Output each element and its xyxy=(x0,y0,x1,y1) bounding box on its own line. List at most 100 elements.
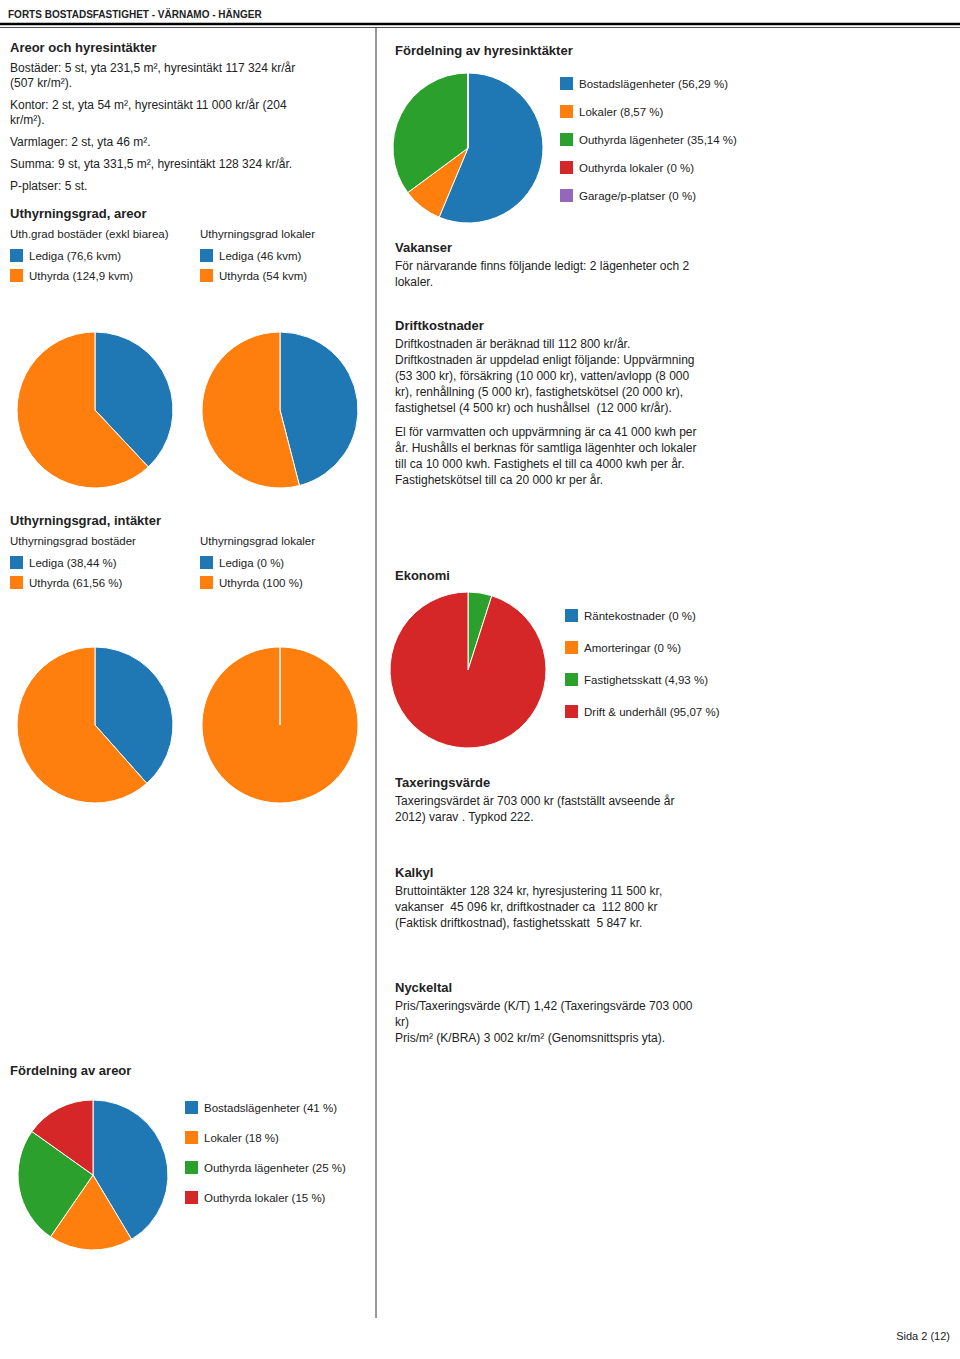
slices xyxy=(17,647,173,803)
section-title: Fördelning av hyresinktäkter xyxy=(395,43,573,58)
legend-label: Uthyrda (54 kvm) xyxy=(219,270,307,282)
pie-slice xyxy=(17,647,147,803)
legend-swatch xyxy=(560,133,573,146)
legend-swatch xyxy=(185,1161,198,1174)
legend-swatch xyxy=(565,673,578,686)
text-line: vakanser 45 096 kr, driftkostnader ca 11… xyxy=(395,900,658,914)
text-line: Summa: 9 st, yta 331,5 m², hyresintäkt 1… xyxy=(10,157,292,171)
legend-swatch xyxy=(10,249,23,262)
section-title: Areor och hyresintäkter xyxy=(10,40,157,55)
page: FORTS BOSTADSFASTIGHET - VÄRNAMO - HÄNGE… xyxy=(0,0,960,1359)
legend-label: Bostadslägenheter (56,29 %) xyxy=(579,78,728,90)
pie-subtitle: Uthyrningsgrad lokaler xyxy=(200,535,315,547)
text-line: För närvarande finns följande ledigt: 2 … xyxy=(395,259,690,273)
pie-slice xyxy=(467,73,468,148)
legend: Lediga (0 %) Uthyrda (100 %) xyxy=(200,556,303,589)
paragraph: För närvarande finns följande ledigt: 2 … xyxy=(395,259,690,289)
legend-label: Lediga (46 kvm) xyxy=(219,250,302,262)
text-section: Taxeringsvärde Taxeringsvärdet är 703 000… xyxy=(395,775,674,824)
text-line: El för varmvatten och uppvärmning är ca … xyxy=(395,425,697,439)
text-section: Nyckeltal Pris/Taxeringsvärde (K/T) 1,42 … xyxy=(395,980,693,1045)
legend: Räntekostnader (0 %) Amorteringar (0 %) Fa… xyxy=(565,609,720,718)
paragraph: Bruttointäkter 128 324 kr, hyresjusterin… xyxy=(395,884,662,930)
text-line: fastighetsel (4 500 kr) och hushållsel (… xyxy=(395,401,672,415)
legend: Bostadslägenheter (56,29 %) Lokaler (8,57… xyxy=(560,77,737,202)
legend-swatch xyxy=(185,1101,198,1114)
pie-chart: Fördelning av areor Bostadslägenheter (41… xyxy=(10,1063,346,1250)
section-title: Nyckeltal xyxy=(395,980,452,995)
pie-chart: Uthyrningsgrad, areor Uth.grad bostäder (… xyxy=(10,206,173,488)
legend-entry: Uthyrda (100 %) xyxy=(200,576,303,589)
legend-entry: Amorteringar (0 %) xyxy=(565,641,681,654)
pie-slice xyxy=(32,1100,93,1175)
paragraph: Kontor: 2 st, yta 54 m², hyresintäkt 11 … xyxy=(10,98,287,127)
legend-entry: Outhyrda lägenheter (25 %) xyxy=(185,1161,346,1174)
legend-swatch xyxy=(565,609,578,622)
legend-swatch xyxy=(565,641,578,654)
text-line: Bruttointäkter 128 324 kr, hyresjusterin… xyxy=(395,884,662,898)
text-line: lokaler. xyxy=(395,275,433,289)
section-title: Taxeringsvärde xyxy=(395,775,490,790)
legend-label: Lokaler (8,57 %) xyxy=(579,106,664,118)
text-line: Taxeringsvärdet är 703 000 kr (fastställ… xyxy=(395,794,674,808)
legend-swatch xyxy=(185,1131,198,1144)
legend-entry: Fastighetsskatt (4,93 %) xyxy=(565,673,708,686)
text-line: år. Hushålls el berknas för samtliga läg… xyxy=(395,441,697,455)
pie-subtitle: Uthyrningsgrad lokaler xyxy=(200,228,315,240)
text-line: till ca 10 000 kwh. Fastighets el till c… xyxy=(395,457,684,471)
legend-entry: Outhyrda lägenheter (35,14 %) xyxy=(560,133,737,146)
legend-entry: Lediga (0 %) xyxy=(200,556,284,569)
legend-label: Bostadslägenheter (41 %) xyxy=(204,1102,337,1114)
section-title: Uthyrningsgrad, intäkter xyxy=(10,513,161,528)
paragraph: P-platser: 5 st. xyxy=(10,179,87,193)
pie-slice xyxy=(17,332,148,488)
header-rule xyxy=(0,23,960,26)
legend-entry: Lediga (46 kvm) xyxy=(200,249,302,262)
text-line: Pris/Taxeringsvärde (K/T) 1,42 (Taxering… xyxy=(395,999,693,1013)
pie-chart: Uthyrningsgrad lokaler Lediga (0 %) Uthyrd… xyxy=(200,535,358,803)
legend-entry: Outhyrda lokaler (15 %) xyxy=(185,1191,326,1204)
pie-chart: EkonomiRäntekostnader (0 %)Amorteringar … xyxy=(390,568,720,748)
pie-subtitle: Uthyrningsgrad bostäder xyxy=(10,535,136,547)
legend-swatch xyxy=(200,556,213,569)
legend-entry: Uthyrda (124,9 kvm) xyxy=(10,269,133,282)
text-section: Vakanser För närvarande finns följande le… xyxy=(395,240,690,289)
legend: Lediga (46 kvm) Uthyrda (54 kvm) xyxy=(200,249,307,282)
legend-swatch xyxy=(560,189,573,202)
section-title: Uthyrningsgrad, areor xyxy=(10,206,147,221)
legend-entry: Bostadslägenheter (41 %) xyxy=(185,1101,337,1114)
text-line: kr), renhållning (5 000 kr), fastighetsk… xyxy=(395,385,683,399)
legend-entry: Uthyrda (54 kvm) xyxy=(200,269,307,282)
legend-entry: Lediga (76,6 kvm) xyxy=(10,249,121,262)
section-title: Fördelning av areor xyxy=(10,1063,131,1078)
paragraph: Summa: 9 st, yta 331,5 m², hyresintäkt 1… xyxy=(10,157,292,171)
text-line: Fastighetskötsel till ca 20 000 kr per å… xyxy=(395,473,603,487)
pie-chart: Uthyrningsgrad, intäkter Uthyrningsgrad b… xyxy=(10,513,173,803)
pie-chart: Uthyrningsgrad lokaler Lediga (46 kvm) Uth… xyxy=(200,228,358,488)
legend-entry: Drift & underhåll (95,07 %) xyxy=(565,705,720,718)
pie-subtitle: Uth.grad bostäder (exkl biarea) xyxy=(10,228,169,240)
legend-entry: Outhyrda lokaler (0 %) xyxy=(560,161,694,174)
section-title: Driftkostnader xyxy=(395,318,484,333)
legend-swatch xyxy=(185,1191,198,1204)
text-line: Varmlager: 2 st, yta 46 m². xyxy=(10,135,151,149)
legend-label: Lediga (0 %) xyxy=(219,557,284,569)
legend: Lediga (38,44 %)Uthyrda (61,56 %) xyxy=(10,556,122,589)
legend: Bostadslägenheter (41 %) Lokaler (18 %) Ou… xyxy=(185,1101,346,1204)
slices xyxy=(202,647,358,803)
section-title: Vakanser xyxy=(395,240,452,255)
paragraph: Pris/Taxeringsvärde (K/T) 1,42 (Taxering… xyxy=(395,999,693,1045)
paragraph: Driftkostnaden är beräknad till 112 800 … xyxy=(395,337,695,415)
pie-chart: Fördelning av hyresinktäkter Bostadslägen… xyxy=(393,43,737,223)
legend-label: Fastighetsskatt (4,93 %) xyxy=(584,674,708,686)
paragraph: El för varmvatten och uppvärmning är ca … xyxy=(395,425,697,487)
text-section: KalkylBruttointäkter 128 324 kr, hyresju… xyxy=(395,865,662,930)
legend-label: Outhyrda lägenheter (25 %) xyxy=(204,1162,346,1174)
legend-entry: Garage/p-platser (0 %) xyxy=(560,189,696,202)
text-section: Driftkostnader Driftkostnaden är beräknad… xyxy=(395,318,697,487)
legend-entry: Bostadslägenheter (56,29 %) xyxy=(560,77,728,90)
slices xyxy=(18,1100,168,1250)
legend-label: Räntekostnader (0 %) xyxy=(584,610,696,622)
legend-entry: Lokaler (18 %) xyxy=(185,1131,279,1144)
legend-label: Uthyrda (61,56 %) xyxy=(29,577,122,589)
